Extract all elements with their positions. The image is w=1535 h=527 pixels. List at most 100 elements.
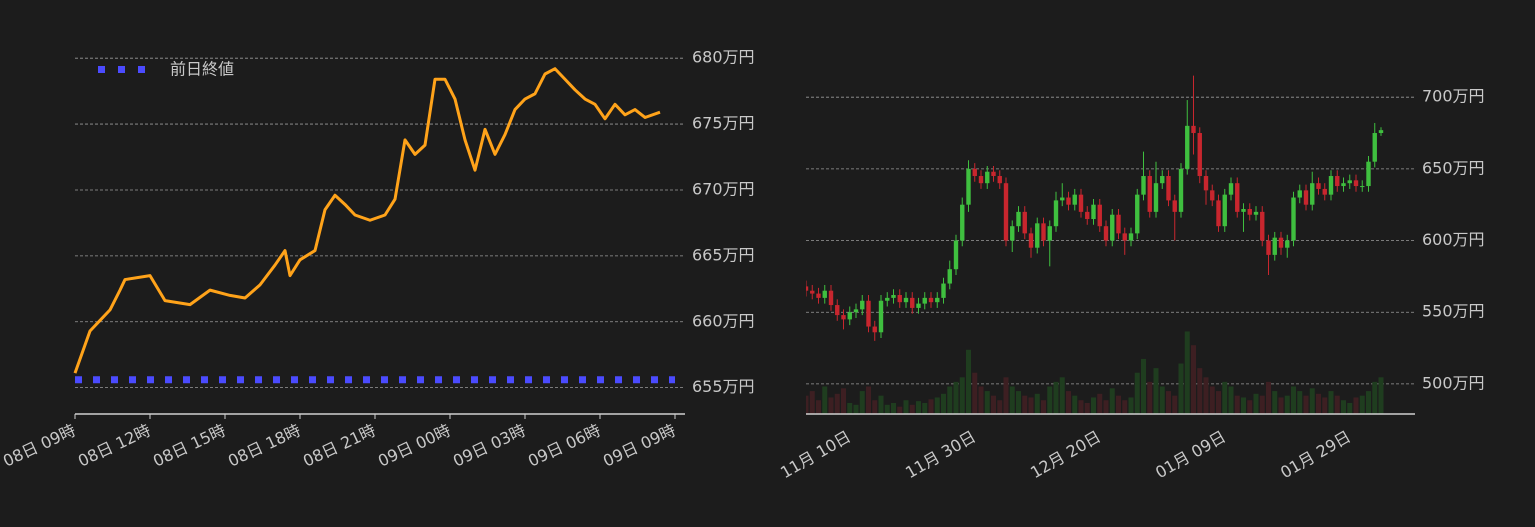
volume-bar xyxy=(884,404,890,414)
candle-body xyxy=(985,171,990,184)
volume-bar xyxy=(859,391,865,414)
volume-bar xyxy=(1222,381,1228,414)
candle-body xyxy=(1128,233,1134,241)
y-tick-label: 650万円 xyxy=(1422,158,1485,177)
candle-body xyxy=(1328,176,1334,195)
volume-bar xyxy=(916,401,921,414)
volume-bar xyxy=(1341,400,1346,414)
candle-body xyxy=(922,297,927,304)
volume-bar xyxy=(941,393,946,414)
volume-bar xyxy=(1316,393,1321,414)
candle-body xyxy=(828,290,834,306)
volume-bar xyxy=(1072,395,1078,414)
x-tick-label: 01月 09日 xyxy=(1152,427,1229,482)
volume-bar xyxy=(1216,391,1221,414)
volume-bar xyxy=(1047,386,1053,414)
volume-bar xyxy=(1191,345,1196,414)
volume-bar xyxy=(897,406,903,414)
volume-bar xyxy=(1266,381,1271,414)
candle-body xyxy=(1110,214,1115,241)
volume-bar xyxy=(806,395,809,414)
candle-body xyxy=(1191,125,1196,134)
candle-body xyxy=(897,295,902,303)
candle-body xyxy=(1003,183,1009,241)
candle-body xyxy=(1347,180,1352,184)
candle-body xyxy=(1228,183,1234,195)
candle-body xyxy=(1091,204,1096,220)
volume-bar xyxy=(1328,391,1334,414)
volume-bar xyxy=(1041,400,1046,414)
volume-bar xyxy=(1066,391,1071,414)
volume-bar xyxy=(1016,391,1021,414)
candle-body xyxy=(860,300,865,310)
candle-body xyxy=(1260,211,1265,241)
x-tick-label: 09日 03時 xyxy=(450,420,529,470)
y-tick-label: 500万円 xyxy=(1422,373,1485,392)
legend-marker xyxy=(138,66,145,73)
candle-body xyxy=(1366,161,1371,187)
volume-bar xyxy=(1159,386,1165,414)
candle-body xyxy=(1166,176,1171,201)
volume-bar xyxy=(1303,395,1309,414)
x-tick-label: 08日 18時 xyxy=(225,420,304,470)
candle-body xyxy=(928,297,934,303)
candle-body xyxy=(1047,226,1052,241)
volume-bar xyxy=(1028,397,1034,414)
volume-bar xyxy=(1378,377,1384,414)
candle-body xyxy=(1010,226,1015,241)
candle-body xyxy=(910,297,915,308)
volume-bar xyxy=(1353,397,1359,414)
candle-body xyxy=(1272,237,1277,255)
volume-bar xyxy=(1366,391,1371,414)
candle-body xyxy=(816,293,821,298)
volume-bar xyxy=(891,402,896,414)
candle-body xyxy=(1372,133,1377,162)
candle-body xyxy=(1085,211,1090,220)
volume-bar xyxy=(1203,377,1209,414)
candle-body xyxy=(903,297,909,303)
candle-body xyxy=(1122,233,1127,241)
volume-bar xyxy=(1184,331,1190,414)
legend-label: 前日終値 xyxy=(170,60,234,79)
volume-bar xyxy=(934,397,940,414)
volume-bar xyxy=(1122,400,1128,414)
candle-body xyxy=(1135,194,1140,234)
candle-body xyxy=(1078,194,1084,212)
candle-body xyxy=(1216,200,1221,227)
volume-bar xyxy=(991,395,996,414)
y-tick-label: 660万円 xyxy=(692,311,755,330)
candle-body xyxy=(810,290,815,294)
candle-body xyxy=(891,295,896,298)
candle-body xyxy=(953,240,959,270)
volume-bar xyxy=(1334,395,1340,414)
volume-bar xyxy=(841,388,846,414)
y-tick-label: 675万円 xyxy=(692,114,755,133)
candle-body xyxy=(1028,233,1034,248)
candle-body xyxy=(872,326,877,333)
volume-bar xyxy=(1284,395,1290,414)
price-line xyxy=(73,67,661,374)
candle-body xyxy=(941,283,946,298)
volume-bar xyxy=(1053,381,1059,414)
candle-body xyxy=(1160,176,1165,184)
candle-body xyxy=(960,204,965,241)
y-tick-label: 600万円 xyxy=(1422,230,1485,249)
candles xyxy=(806,75,1384,414)
candle-body xyxy=(866,300,871,327)
x-tick-label: 08日 12時 xyxy=(75,420,154,470)
volume-bar xyxy=(978,386,984,414)
candle-body xyxy=(972,168,977,177)
candle-body xyxy=(1197,133,1202,177)
candle-body xyxy=(966,168,971,205)
candle-body xyxy=(1378,130,1384,134)
volume-bar xyxy=(1259,395,1265,414)
y-tick-label: 680万円 xyxy=(692,48,755,67)
volume-bar xyxy=(1097,393,1103,414)
volume-bar xyxy=(1272,391,1278,414)
volume-bar xyxy=(834,393,840,414)
x-tick-label: 08日 15時 xyxy=(150,420,229,470)
candle-body xyxy=(1322,188,1327,195)
volume-bar xyxy=(828,397,834,414)
